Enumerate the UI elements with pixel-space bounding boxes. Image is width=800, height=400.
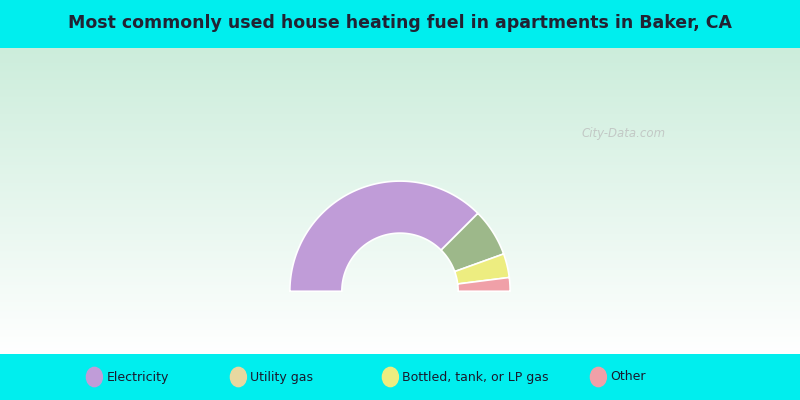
Ellipse shape	[382, 367, 398, 387]
Text: Other: Other	[610, 370, 646, 384]
Text: Utility gas: Utility gas	[250, 370, 314, 384]
Ellipse shape	[86, 367, 102, 387]
Text: City-Data.com: City-Data.com	[582, 127, 666, 140]
Polygon shape	[458, 278, 510, 291]
Polygon shape	[290, 181, 478, 291]
Ellipse shape	[230, 367, 246, 387]
Text: Bottled, tank, or LP gas: Bottled, tank, or LP gas	[402, 370, 549, 384]
Polygon shape	[441, 213, 504, 272]
Polygon shape	[454, 254, 510, 284]
Text: Most commonly used house heating fuel in apartments in Baker, CA: Most commonly used house heating fuel in…	[68, 14, 732, 32]
Text: Electricity: Electricity	[106, 370, 169, 384]
Ellipse shape	[590, 367, 606, 387]
